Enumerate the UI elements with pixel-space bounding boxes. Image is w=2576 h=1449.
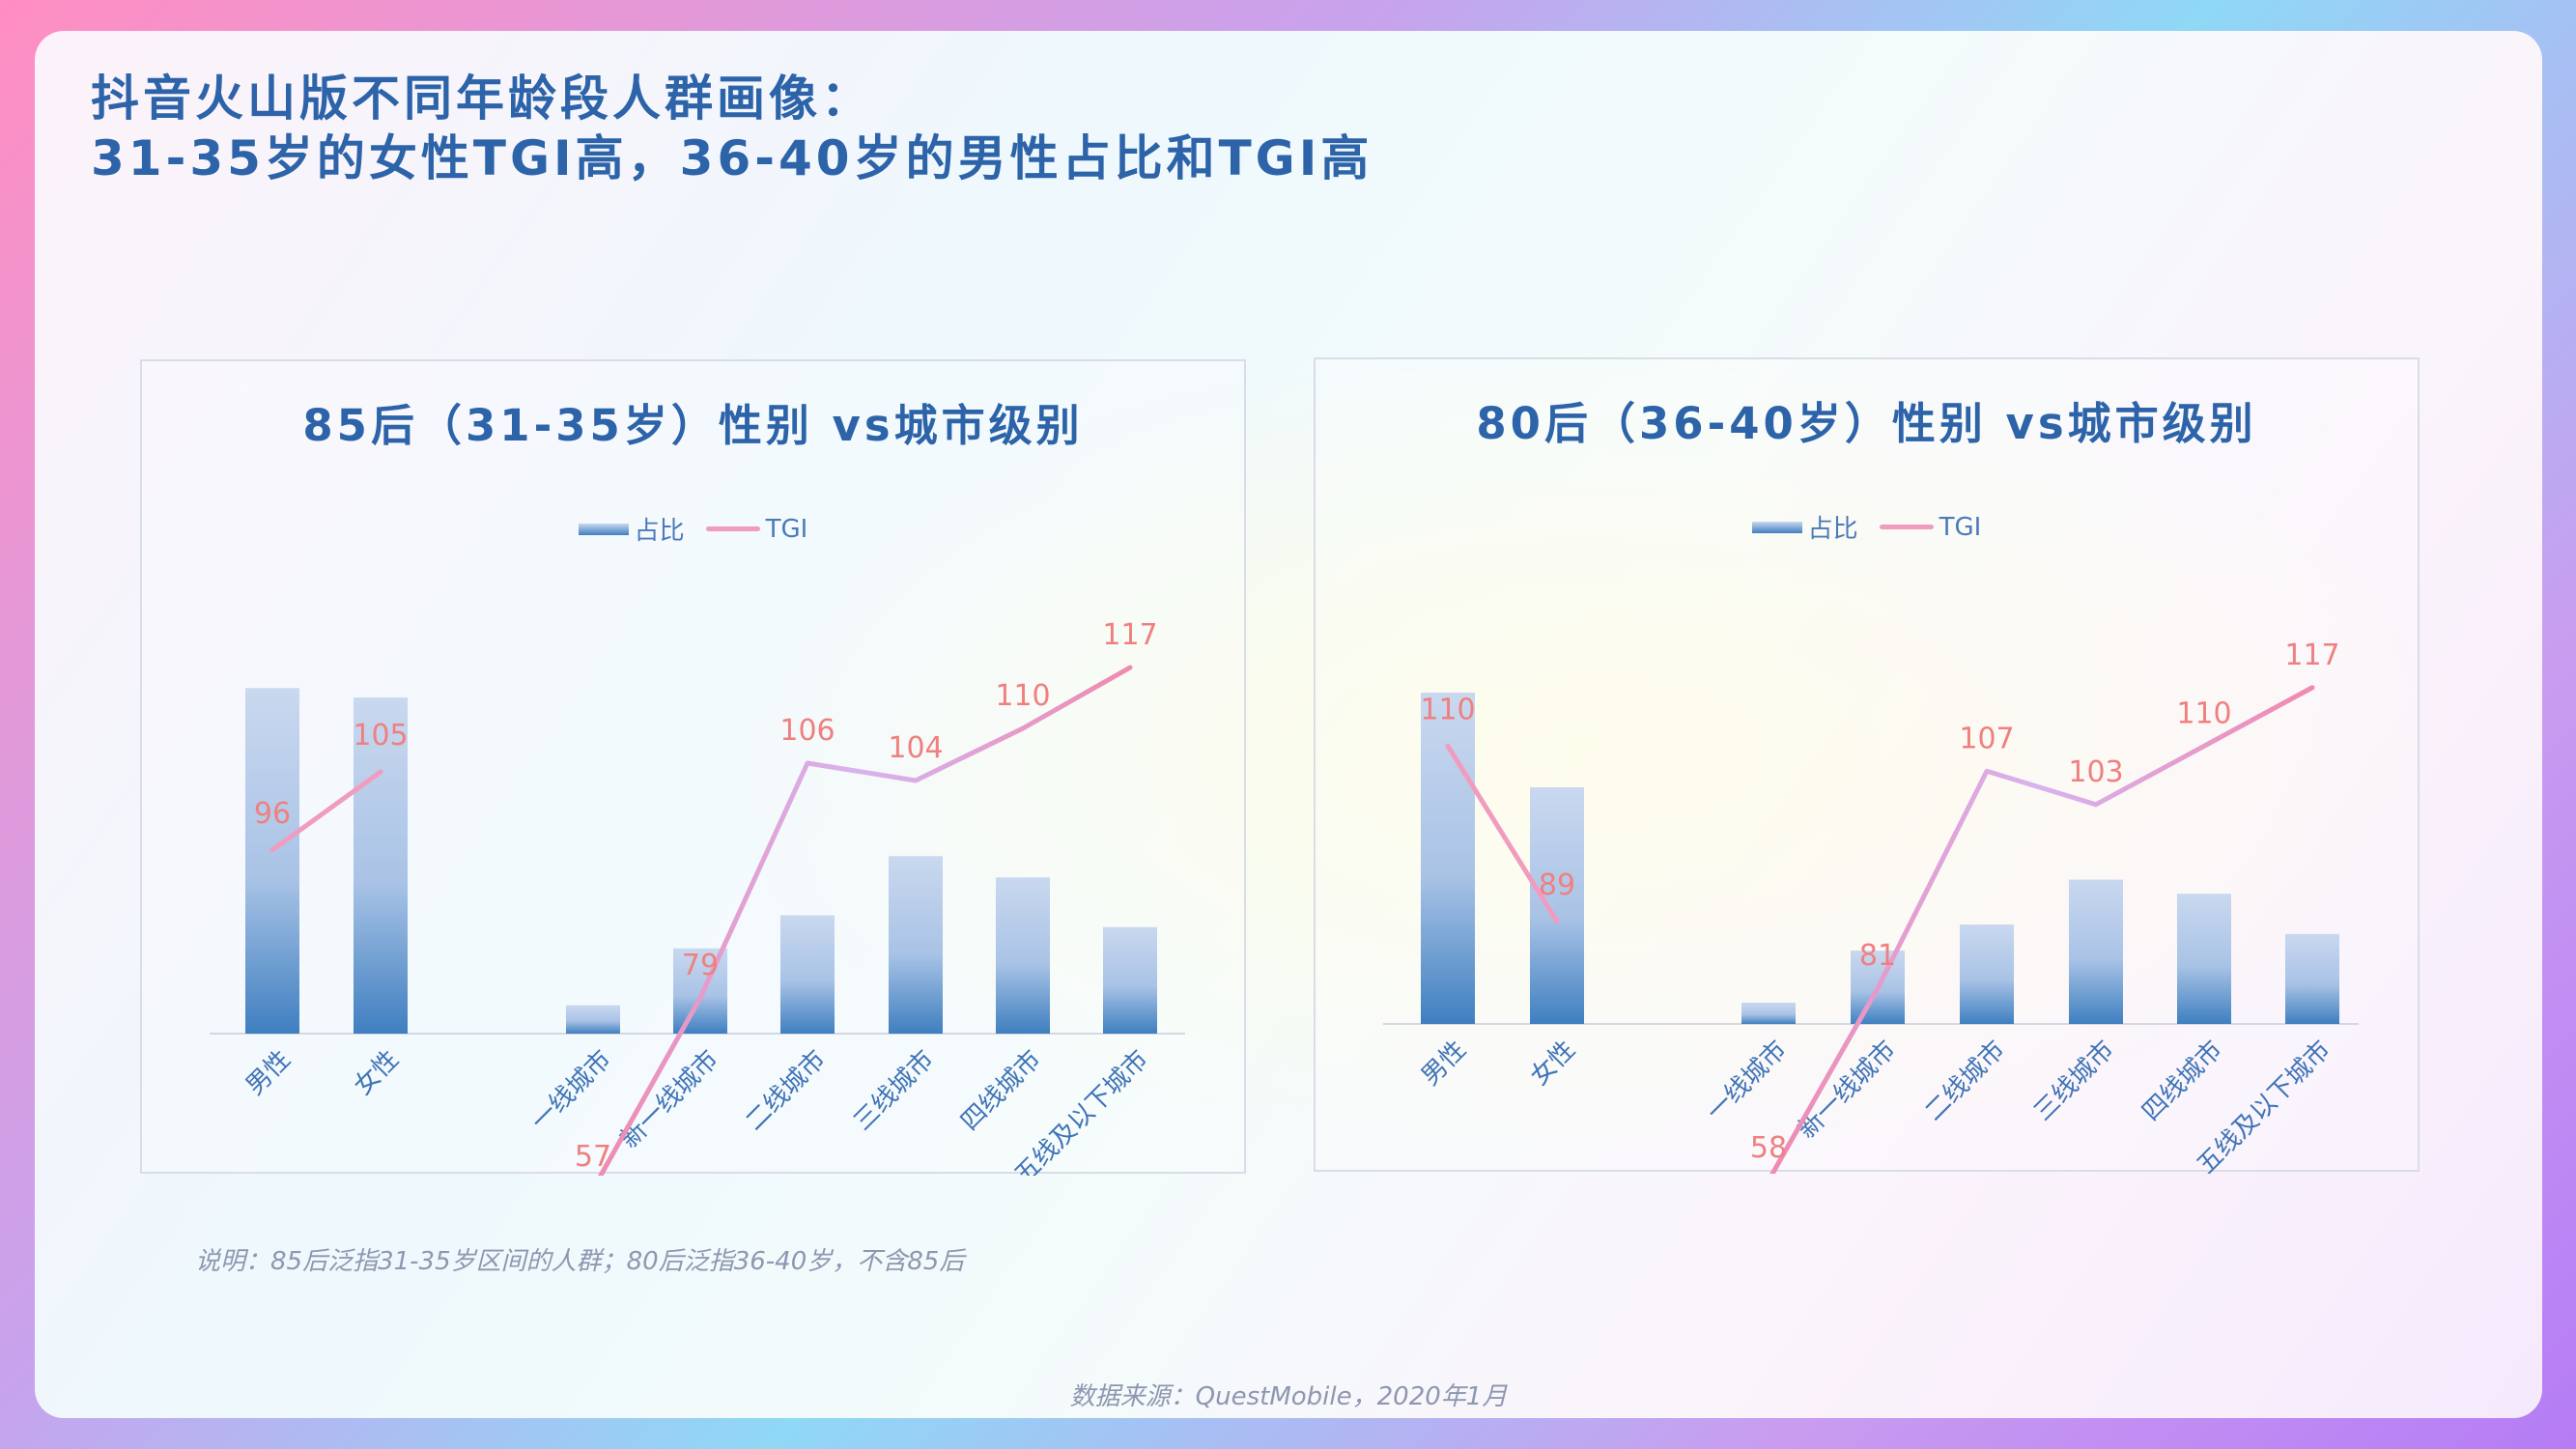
tgi-value-label: 105 <box>353 719 408 753</box>
tgi-line <box>1445 743 1560 924</box>
bar-五线及以下城市 <box>1103 926 1157 1034</box>
legend-label-share: 占比 <box>634 517 685 546</box>
bar-四线城市 <box>996 877 1050 1034</box>
legend-80: 占比 TGI <box>1316 509 2418 545</box>
bar-三线城市 <box>889 856 943 1034</box>
legend-line-swatch <box>705 526 760 531</box>
category-label: 三线城市 <box>2028 1036 2120 1127</box>
tgi-line <box>269 769 383 853</box>
tgi-value-label: 58 <box>1750 1131 1787 1165</box>
legend-line-swatch <box>1879 525 1934 529</box>
tgi-line <box>1769 685 2315 1174</box>
legend-item-share: 占比 <box>1751 509 1858 545</box>
page-title-line-2: 31-35岁的女性TGI高，36-40岁的男性占比和TGI高 <box>91 130 1373 186</box>
category-label: 女性 <box>1525 1036 1581 1092</box>
category-label: 二线城市 <box>740 1045 832 1137</box>
tgi-value-label: 104 <box>888 731 943 765</box>
category-label: 二线城市 <box>1919 1036 2011 1127</box>
legend-label-share: 占比 <box>1807 515 1858 544</box>
category-label: 四线城市 <box>955 1045 1047 1137</box>
tgi-value-label: 89 <box>1539 868 1575 902</box>
chart-title-85: 85后（31-35岁）性别 vs城市级别 <box>302 400 1084 451</box>
legend-item-share: 占比 <box>578 511 685 547</box>
category-label: 男性 <box>241 1045 297 1101</box>
chart-plot-80: 男性 女性 一线城市 新一线城市 二线城市 三线城市 四线城市五线及以下城市11089588… <box>1383 639 2359 1174</box>
tgi-value-label: 107 <box>1959 722 2014 755</box>
footnote: 说明：85后泛指31-35岁区间的人群；80后泛指36-40岁，不含85后 <box>195 1247 965 1276</box>
page-title-line-1: 抖音火山版不同年龄段人群画像： <box>91 71 873 127</box>
category-label: 男性 <box>1416 1036 1472 1092</box>
tgi-value-label: 79 <box>682 949 719 982</box>
tgi-value-label: 117 <box>1102 618 1157 652</box>
tgi-value-label: 57 <box>575 1140 611 1174</box>
chart-panel-85: 85后（31-35岁）性别 vs城市级别 占比 TGI 男性 女性 一线城市 新一线城… <box>140 359 1246 1176</box>
legend-item-tgi: TGI <box>1879 509 1982 545</box>
bar-三线城市 <box>2069 879 2123 1024</box>
data-source: 数据来源：QuestMobile，2020年1月 <box>1069 1382 1508 1411</box>
tgi-value-label: 96 <box>254 797 291 831</box>
chart-panel-80: 80后（36-40岁）性别 vs城市级别 占比 TGI 男性 女性 一线城市 新一线城… <box>1314 357 2420 1174</box>
bar-女性 <box>1530 787 1584 1024</box>
bar-男性 <box>1421 693 1475 1024</box>
bar-一线城市 <box>1741 1002 1796 1024</box>
bar-男性 <box>245 688 299 1034</box>
bar-二线城市 <box>780 915 835 1034</box>
legend-bar-swatch <box>578 523 629 535</box>
bar-二线城市 <box>1960 924 2014 1024</box>
bar-四线城市 <box>2177 894 2231 1024</box>
legend-item-tgi: TGI <box>705 511 808 547</box>
category-label: 新一线城市 <box>1793 1036 1902 1145</box>
tgi-value-label: 103 <box>2068 755 2123 789</box>
tgi-value-label: 81 <box>1859 939 1896 973</box>
legend-label-tgi: TGI <box>765 514 808 544</box>
bar-五线及以下城市 <box>2285 933 2339 1024</box>
chart-title-80: 80后（36-40岁）性别 vs城市级别 <box>1476 398 2257 449</box>
bar-女性 <box>354 697 408 1034</box>
bar-一线城市 <box>566 1005 620 1034</box>
legend-label-tgi: TGI <box>1939 512 1982 542</box>
slide-frame: 抖音火山版不同年龄段人群画像： 31-35岁的女性TGI高，36-40岁的男性占… <box>35 31 2542 1418</box>
category-label: 女性 <box>349 1045 405 1101</box>
tgi-value-label: 117 <box>2284 639 2339 672</box>
category-label: 一线城市 <box>525 1045 617 1137</box>
category-label: 新一线城市 <box>615 1045 724 1154</box>
tgi-value-label: 110 <box>995 679 1050 713</box>
category-label: 四线城市 <box>2137 1036 2228 1127</box>
tgi-value-label: 110 <box>1420 693 1475 726</box>
tgi-value-label: 110 <box>2176 696 2231 730</box>
legend-bar-swatch <box>1751 521 1802 533</box>
tgi-value-label: 106 <box>779 714 835 748</box>
tgi-line <box>597 665 1133 1176</box>
category-label: 三线城市 <box>848 1045 940 1137</box>
legend-85: 占比 TGI <box>142 511 1244 547</box>
category-label: 一线城市 <box>1701 1036 1793 1127</box>
